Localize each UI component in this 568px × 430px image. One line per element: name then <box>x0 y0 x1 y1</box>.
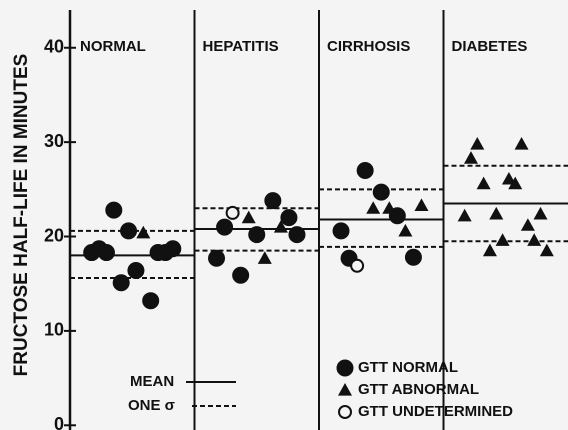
triangle-marker <box>241 210 256 224</box>
legend-label: MEAN <box>130 373 174 390</box>
triangle-marker <box>457 208 472 222</box>
category-label: NORMAL <box>80 38 146 55</box>
triangle-marker <box>495 233 510 246</box>
circle-marker <box>97 244 115 262</box>
triangle-marker <box>489 206 504 220</box>
triangle-marker <box>539 243 554 257</box>
y-tick-label: 0 <box>54 414 64 430</box>
y-axis-label: FRUCTOSE HALF-LIFE IN MINUTES <box>11 54 32 377</box>
y-tick-label: 20 <box>44 225 64 245</box>
circle-marker <box>336 359 354 377</box>
triangle-marker <box>470 137 485 150</box>
triangle-marker <box>273 220 288 233</box>
triangle-marker <box>463 151 478 164</box>
triangle-marker <box>514 137 529 150</box>
circle-marker <box>216 218 234 236</box>
triangle-marker <box>501 171 516 185</box>
circle-marker <box>264 192 282 210</box>
circle-marker <box>356 161 374 179</box>
circle-marker <box>142 292 160 310</box>
triangle-marker <box>527 233 542 246</box>
circle-marker <box>164 240 182 258</box>
circle-marker <box>120 222 138 240</box>
circle-marker <box>208 249 226 267</box>
triangle-marker <box>508 176 523 190</box>
category-label: HEPATITIS <box>203 38 279 55</box>
category-label: DIABETES <box>452 38 528 55</box>
y-tick-label: 30 <box>44 131 64 151</box>
circle-marker <box>288 226 306 244</box>
legend-label: ONE σ <box>128 397 175 414</box>
legend-label: GTT NORMAL <box>358 359 458 376</box>
triangle-marker <box>476 176 491 190</box>
circle-marker <box>248 226 266 244</box>
y-tick-label: 10 <box>44 320 64 340</box>
circle-marker <box>112 274 130 292</box>
circle-marker <box>388 207 406 225</box>
triangle-marker <box>366 201 381 214</box>
open-circle-marker <box>338 405 352 419</box>
triangle-marker <box>533 206 548 220</box>
circle-marker <box>280 209 298 227</box>
category-label: CIRRHOSIS <box>327 38 410 55</box>
triangle-marker <box>482 243 497 257</box>
triangle-marker <box>257 251 272 264</box>
circle-marker <box>372 183 390 201</box>
triangle-marker <box>338 383 352 396</box>
triangle-marker <box>136 225 151 239</box>
open-circle-marker <box>350 258 365 273</box>
circle-marker <box>232 266 250 284</box>
open-circle-marker <box>225 205 240 220</box>
y-tick-label: 40 <box>44 37 64 57</box>
legend-label: GTT UNDETERMINED <box>358 403 513 420</box>
triangle-marker <box>520 218 535 231</box>
circle-marker <box>105 201 123 219</box>
triangle-marker <box>414 198 429 211</box>
circle-marker <box>404 248 422 266</box>
triangle-marker <box>398 223 413 237</box>
circle-marker <box>332 222 350 240</box>
circle-marker <box>127 261 145 279</box>
legend-label: GTT ABNORMAL <box>358 381 479 398</box>
